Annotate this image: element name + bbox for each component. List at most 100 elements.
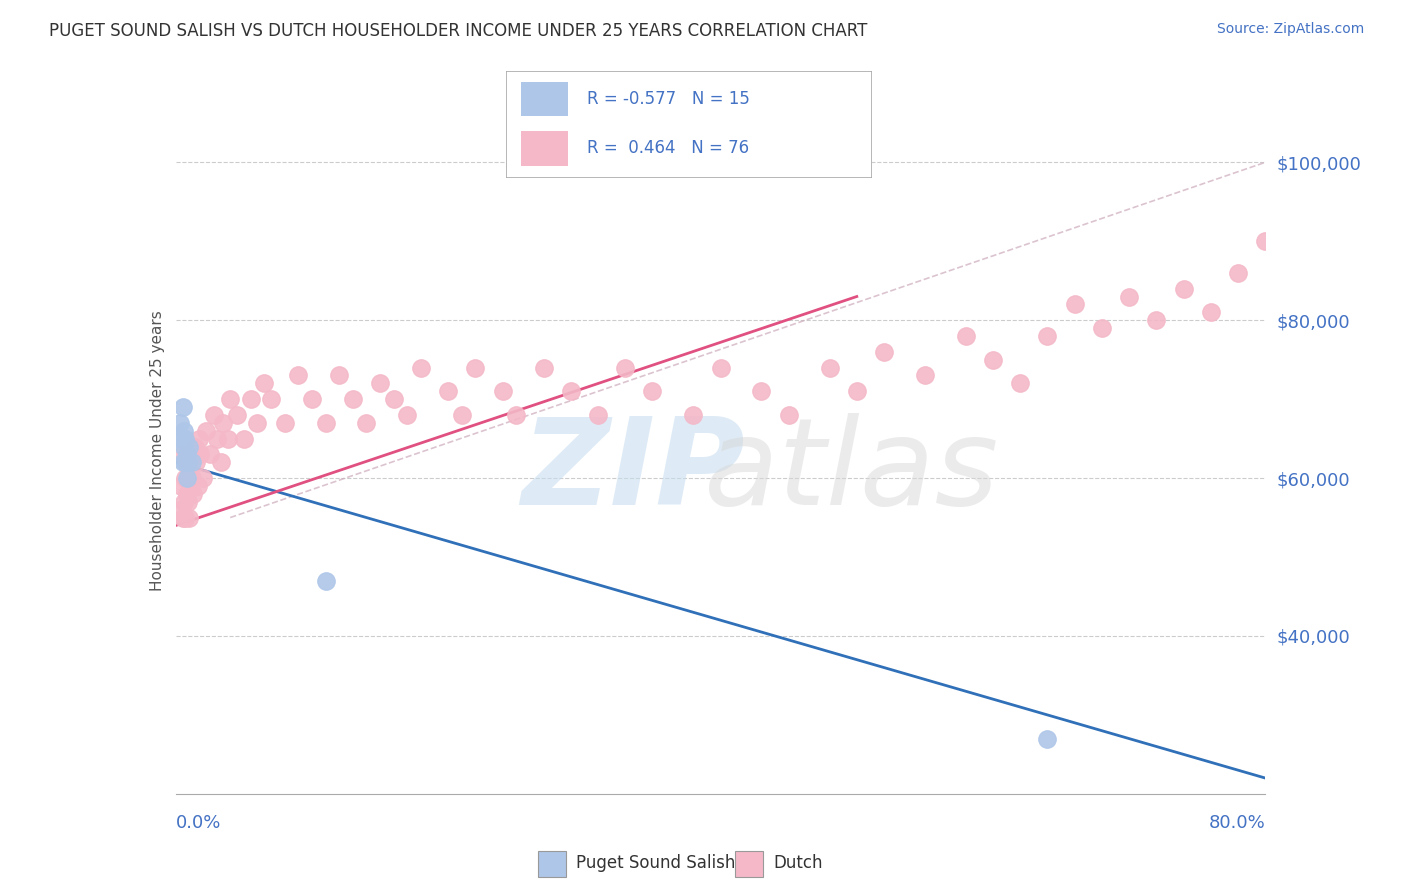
Point [183,487,205,501]
Point [170,432,193,446]
Point [873,344,896,359]
Point [177,455,200,469]
Point [342,392,364,406]
Point [239,392,262,406]
Point [368,376,391,391]
Point [409,360,432,375]
Point [253,376,276,391]
Point [172,455,194,469]
Point [172,510,194,524]
Point [492,384,515,399]
Point [174,455,197,469]
Point [328,368,350,383]
Text: 0.0%: 0.0% [176,814,221,831]
Point [177,495,200,509]
Point [169,416,191,430]
Point [845,384,868,399]
Point [170,479,193,493]
Point [179,510,201,524]
Point [396,408,419,422]
Bar [537,851,565,877]
Point [533,360,555,375]
Text: atlas: atlas [703,413,1000,530]
Point [301,392,323,406]
Point [1227,266,1250,280]
Point [450,408,472,422]
Point [226,408,249,422]
Point [186,479,209,493]
Point [778,408,800,422]
Bar [520,82,568,116]
Text: R = -0.577   N = 15: R = -0.577 N = 15 [586,90,749,108]
Text: ZIP: ZIP [522,413,745,530]
Text: Dutch: Dutch [773,854,823,872]
Point [1173,282,1195,296]
Point [505,408,527,422]
Point [356,416,378,430]
Point [173,424,195,438]
Point [1036,329,1059,343]
Point [198,447,221,461]
Point [818,360,841,375]
Text: PUGET SOUND SALISH VS DUTCH HOUSEHOLDER INCOME UNDER 25 YEARS CORRELATION CHART: PUGET SOUND SALISH VS DUTCH HOUSEHOLDER … [49,22,868,40]
Point [274,416,297,430]
Point [246,416,269,430]
Point [217,432,239,446]
Y-axis label: Householder Income Under 25 years: Householder Income Under 25 years [149,310,165,591]
Point [1036,731,1059,746]
Point [172,447,194,461]
Point [1118,289,1140,303]
Point [176,447,198,461]
Point [287,368,309,383]
Point [437,384,460,399]
Point [315,574,337,588]
Point [169,502,191,516]
Point [710,360,733,375]
Point [1063,297,1085,311]
Text: Puget Sound Salish: Puget Sound Salish [576,854,735,872]
Point [173,440,195,454]
Point [184,440,207,454]
Bar [520,131,568,166]
Point [1144,313,1167,327]
Point [1091,321,1114,335]
Point [614,360,637,375]
Point [174,432,197,446]
Point [315,416,337,430]
Point [560,384,582,399]
Point [682,408,704,422]
Text: Source: ZipAtlas.com: Source: ZipAtlas.com [1216,22,1364,37]
Text: 80.0%: 80.0% [1209,814,1265,831]
Point [981,352,1004,367]
Point [176,487,198,501]
Point [205,432,228,446]
Point [751,384,773,399]
Point [181,471,204,485]
Point [176,471,198,485]
Point [202,408,225,422]
Point [260,392,283,406]
FancyBboxPatch shape [506,71,872,178]
Point [1010,376,1032,391]
Point [180,447,202,461]
Point [219,392,242,406]
Point [209,455,232,469]
Point [174,510,197,524]
Point [641,384,664,399]
Point [586,408,609,422]
Point [174,471,197,485]
Point [179,471,201,485]
Point [181,455,204,469]
Point [176,455,198,469]
Point [172,400,194,414]
Point [232,432,254,446]
Point [194,424,217,438]
Point [212,416,235,430]
Text: R =  0.464   N = 76: R = 0.464 N = 76 [586,139,749,157]
Point [173,495,195,509]
Point [186,455,208,469]
Point [179,440,201,454]
Point [955,329,977,343]
Point [188,447,211,461]
Point [464,360,486,375]
